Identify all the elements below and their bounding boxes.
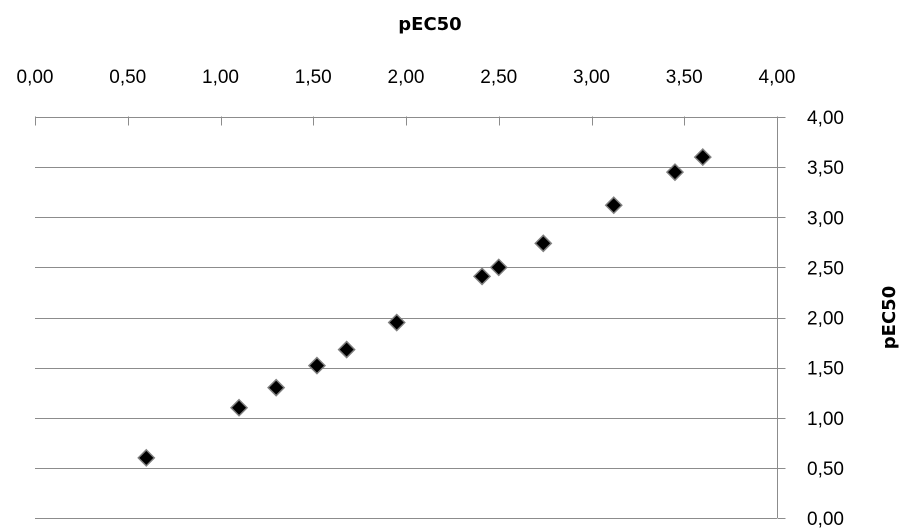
data-points (137, 148, 712, 467)
x-tick-label: 0,00 (17, 67, 54, 88)
gridlines (35, 167, 777, 469)
y-tick-label: 3,00 (807, 208, 844, 229)
data-point (337, 340, 356, 359)
data-point (387, 313, 406, 332)
x-tick-label: 1,50 (295, 67, 332, 88)
x-tick-label: 3,50 (666, 67, 703, 88)
x-tick-label: 4,00 (759, 67, 796, 88)
x-tick-label: 2,50 (480, 67, 517, 88)
data-point (137, 448, 156, 467)
axes (35, 116, 786, 519)
y-tick-label: 1,00 (807, 409, 844, 430)
y-axis-title: pEC50 (879, 286, 900, 349)
x-tick-label: 2,00 (388, 67, 425, 88)
y-tick-labels: 0,00 0,50 1,00 1,50 2,00 2,50 3,00 3,50 4,00 (807, 108, 844, 530)
x-axis-title: pEC50 (398, 14, 461, 35)
data-point (267, 378, 286, 397)
data-point (534, 234, 553, 253)
x-tick-label: 1,00 (202, 67, 239, 88)
y-tick-label: 2,50 (807, 258, 844, 279)
y-tick-label: 0,00 (807, 509, 844, 530)
y-tick-label: 4,00 (807, 108, 844, 129)
data-point (229, 398, 249, 417)
y-tick-label: 0,50 (807, 459, 844, 480)
x-tick-labels: 0,00 0,50 1,00 1,50 2,00 2,50 3,00 3,50 4,00 (17, 67, 796, 88)
y-tick-label: 3,50 (807, 158, 844, 179)
x-tick-label: 0,50 (109, 67, 146, 88)
data-point (307, 356, 327, 375)
data-point (489, 258, 508, 277)
x-tick-label: 3,00 (573, 67, 610, 88)
y-tick-label: 2,00 (807, 309, 844, 330)
data-point (472, 267, 492, 286)
data-point (693, 148, 712, 167)
y-tick-label: 1,50 (807, 359, 844, 380)
data-point (665, 163, 685, 182)
data-point (604, 196, 623, 215)
